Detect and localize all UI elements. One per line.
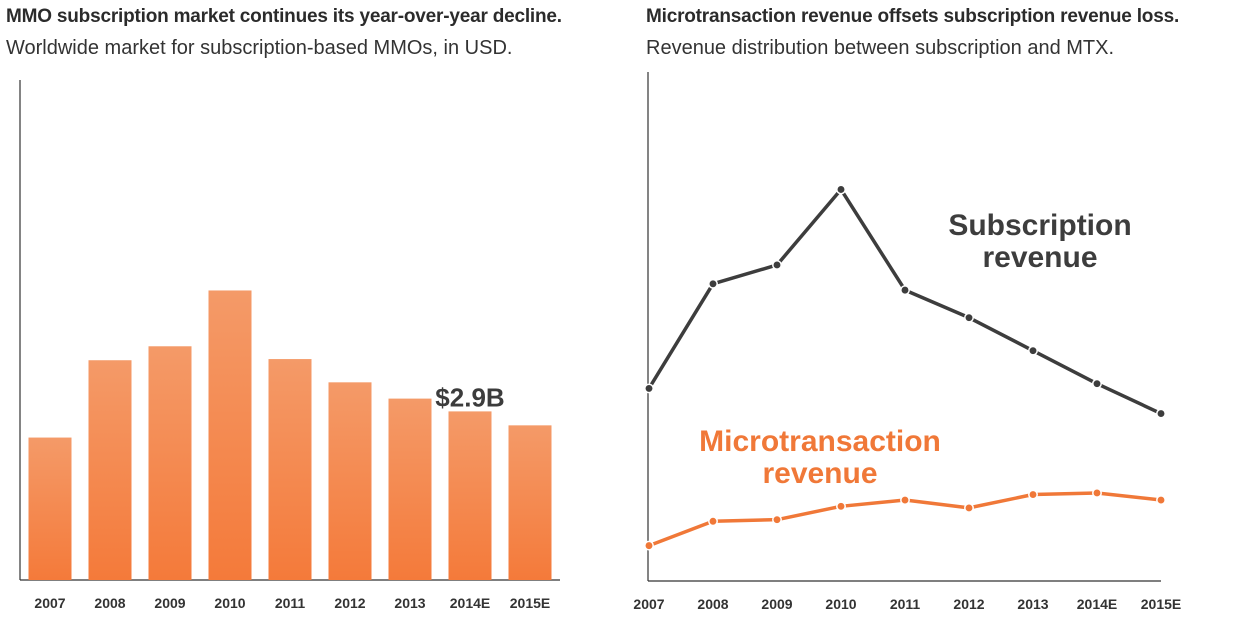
x-tick-label-2012: 2012 [953,596,984,612]
series-label-subscription-revenue-line-1: Subscription [948,209,1131,242]
left-chart-subtitle: Worldwide market for subscription-based … [6,37,513,59]
x-tick-label-2010: 2010 [214,595,245,611]
point-microtransaction-revenue-2011 [900,495,910,505]
point-microtransaction-revenue-2012 [964,502,974,513]
x-tick-label-2008: 2008 [94,595,125,611]
bar-2015e [508,425,552,580]
point-microtransaction-revenue-2007 [644,540,654,551]
point-microtransaction-revenue-2010 [836,501,846,512]
point-subscription-revenue-2009 [772,260,782,270]
bar-chart: 2007 2008 2009 2010 2011 2012 2013 2014E $2.9B 20… [19,80,560,611]
x-tick-label-2009: 2009 [154,595,185,611]
point-microtransaction-revenue-2015e [1156,495,1166,505]
bar-2012 [328,382,372,580]
x-tick-label-2012: 2012 [334,595,365,611]
point-subscription-revenue-2011 [900,285,910,296]
point-subscription-revenue-2012 [964,312,974,323]
x-tick-label-2015e: 2015E [1141,596,1181,612]
point-microtransaction-revenue-2009 [772,514,782,525]
x-tick-label-2013: 2013 [1017,596,1048,612]
series-label-microtransaction-revenue-line-2: revenue [762,457,877,490]
bar-2014e [448,411,492,580]
left-chart-panel: MMO subscription market continues its ye… [0,0,615,622]
point-microtransaction-revenue-2014e [1092,488,1102,498]
series-label-microtransaction-revenue-line-1: Microtransaction [699,425,941,458]
x-tick-label-2013: 2013 [394,595,425,611]
x-tick-label-2007: 2007 [633,596,664,612]
right-chart-subtitle: Revenue distribution between subscriptio… [646,37,1115,59]
x-tick-label-2011: 2011 [275,595,306,611]
line-chart: 2007 2008 2009 2010 2011 2012 2013 2014E 2015E Su… [633,72,1181,612]
point-subscription-revenue-2010 [836,184,846,195]
bar-2008 [88,360,132,580]
bar-2011 [268,359,312,580]
point-microtransaction-revenue-2008 [708,516,718,527]
x-tick-label-2009: 2009 [761,596,792,612]
x-tick-label-2008: 2008 [697,596,728,612]
series-label-subscription-revenue-line-2: revenue [982,241,1097,274]
point-subscription-revenue-2007 [644,383,654,394]
x-tick-label-2014e: 2014E [1077,596,1117,612]
right-chart-panel: Microtransaction revenue offsets subscri… [615,0,1233,622]
bar-2013 [388,398,432,580]
point-subscription-revenue-2013 [1028,345,1038,356]
bar-2007 [28,437,72,580]
bar-2010 [208,290,252,580]
point-microtransaction-revenue-2013 [1028,489,1038,500]
left-chart-title: MMO subscription market continues its ye… [6,6,562,27]
right-chart-title: Microtransaction revenue offsets subscri… [646,6,1180,27]
x-tick-label-2014e: 2014E [450,595,490,611]
point-subscription-revenue-2015e [1156,408,1166,419]
x-tick-label-2010: 2010 [825,596,856,612]
point-subscription-revenue-2008 [708,278,718,289]
x-tick-label-2015e: 2015E [510,595,550,611]
point-subscription-revenue-2014e [1092,378,1102,389]
bar-2009 [148,346,192,580]
bar-value-callout: $2.9B [435,382,504,412]
x-tick-label-2007: 2007 [34,595,65,611]
x-tick-label-2011: 2011 [890,596,921,612]
